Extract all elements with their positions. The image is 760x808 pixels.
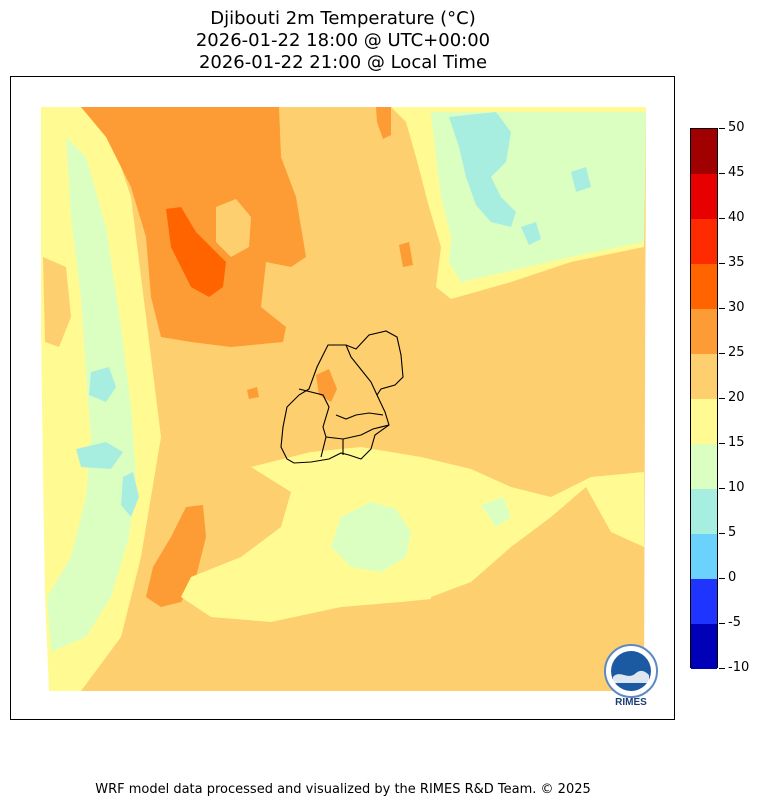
colorbar-tick <box>719 488 725 489</box>
map-frame <box>10 76 675 720</box>
temp-zone-25-30-west-dot <box>247 387 259 399</box>
colorbar-segment <box>691 534 717 579</box>
colorbar-segment <box>691 309 717 354</box>
colorbar-tick-label: 35 <box>728 255 745 270</box>
colorbar-tick <box>719 443 725 444</box>
colorbar-segment <box>691 129 717 174</box>
colorbar-tick-label: -5 <box>728 615 741 630</box>
colorbar-tick <box>719 623 725 624</box>
colorbar-segment <box>691 399 717 444</box>
colorbar-tick <box>719 533 725 534</box>
colorbar-tick <box>719 263 725 264</box>
colorbar-tick-label: 25 <box>728 345 745 360</box>
colorbar-segment <box>691 579 717 624</box>
colorbar-segment <box>691 354 717 399</box>
rimes-logo: RIMES <box>604 644 658 708</box>
colorbar-tick-label: 0 <box>728 570 737 585</box>
map-title-local-time: 2026-01-22 21:00 @ Local Time <box>198 52 488 73</box>
gulf-coast <box>335 412 384 420</box>
temp-zone-5-10-ne-c <box>571 167 591 192</box>
credit-footer: WRF model data processed and visualized … <box>95 782 591 797</box>
temp-zone-25-30-north <box>376 107 391 139</box>
colorbar-tick-label: 5 <box>728 525 737 540</box>
rimes-logo-wave-icon <box>613 670 649 683</box>
temp-zone-30-35 <box>166 207 226 297</box>
temp-zone-25-30-east-dot <box>399 242 413 267</box>
colorbar-tick <box>719 173 725 174</box>
colorbar-segment <box>691 264 717 309</box>
temp-zone-25-30-northwest <box>81 107 306 347</box>
colorbar-tick <box>719 308 725 309</box>
colorbar-tick-label: -10 <box>728 660 750 675</box>
colorbar-tick-label: 20 <box>728 390 745 405</box>
temp-zone-5-10-west-a <box>89 367 116 402</box>
map-title-utc-time: 2026-01-22 18:00 @ UTC+00:00 <box>195 30 491 51</box>
colorbar-tick <box>719 353 725 354</box>
colorbar-tick-label: 40 <box>728 210 745 225</box>
rimes-logo-globe-icon <box>611 651 651 691</box>
colorbar-segment <box>691 174 717 219</box>
map-title-line-1: Djibouti 2m Temperature (°C) <box>210 8 476 29</box>
colorbar-tick <box>719 398 725 399</box>
colorbar-tick <box>719 578 725 579</box>
colorbar-tick <box>719 218 725 219</box>
colorbar-tick <box>719 128 725 129</box>
colorbar-tick <box>719 668 725 669</box>
colorbar-tick-label: 10 <box>728 480 745 495</box>
temp-zone-10-15-se <box>481 497 511 527</box>
temp-zone-5-10-northeast <box>449 112 516 227</box>
colorbar-tick-label: 45 <box>728 165 745 180</box>
colorbar-segment <box>691 219 717 264</box>
temp-zone-5-10-ne-b <box>521 222 541 245</box>
temp-zone-20-25-south-bottom <box>161 612 441 691</box>
temp-zone-25-30-center <box>316 369 337 402</box>
colorbar-tick-label: 50 <box>728 120 745 135</box>
colorbar-segment <box>691 489 717 534</box>
djibouti-borders <box>280 330 404 464</box>
colorbar-tick-label: 15 <box>728 435 745 450</box>
temp-zone-20-25-southeast <box>431 487 644 691</box>
colorbar-tick-label: 30 <box>728 300 745 315</box>
djibouti-outline <box>280 330 404 464</box>
temp-zone-20-25-nw-hole <box>216 199 251 257</box>
temp-zone-5-10-west-c <box>121 472 139 517</box>
region-border-d <box>320 436 327 458</box>
temp-zone-5-10-west-b <box>76 442 123 469</box>
colorbar <box>690 128 718 669</box>
colorbar-segment <box>691 624 717 669</box>
rimes-logo-text: RIMES <box>615 697 647 708</box>
region-border-a <box>345 344 378 396</box>
temp-zone-20-25-west-strip <box>43 257 71 347</box>
temperature-map <box>41 107 646 691</box>
temp-zone-10-15-south <box>331 502 411 572</box>
colorbar-segment <box>691 444 717 489</box>
